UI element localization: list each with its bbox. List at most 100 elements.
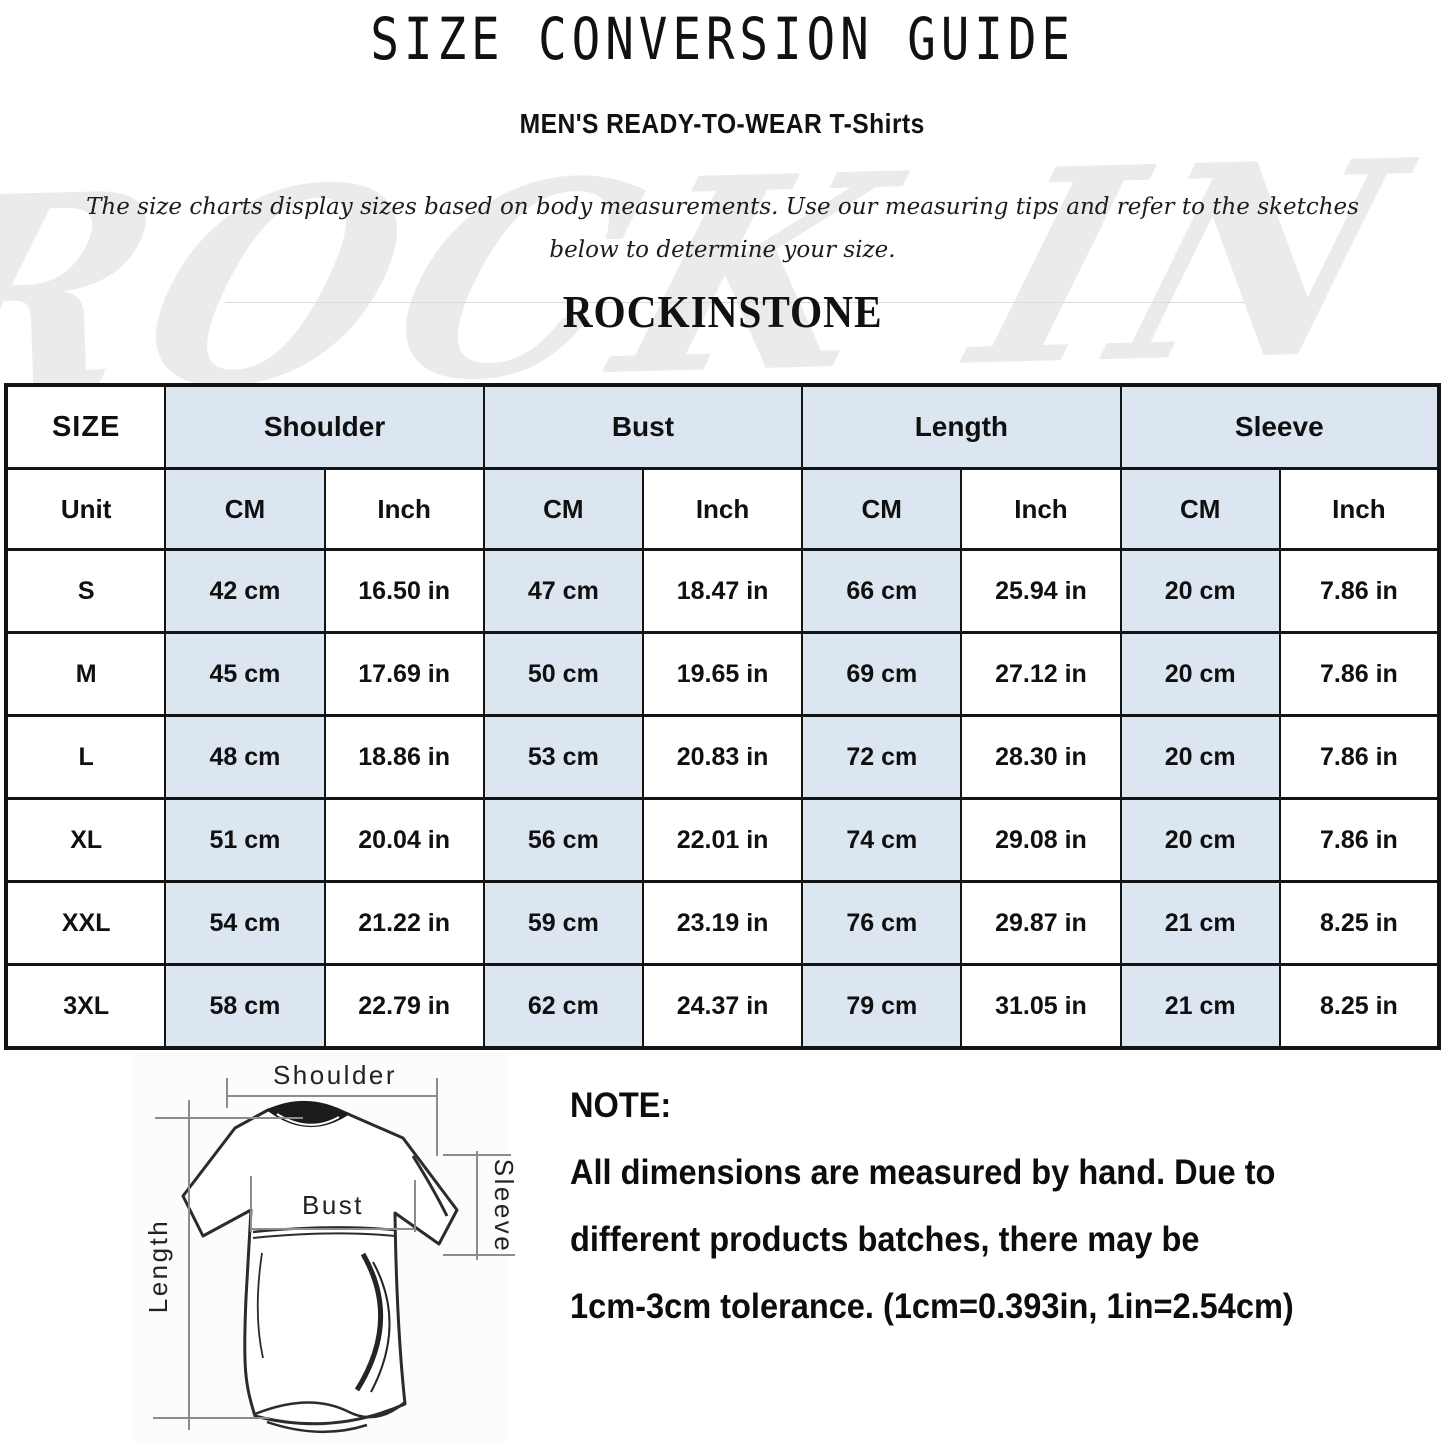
shoulder-inch-value: 16.50 in bbox=[323, 548, 485, 634]
shoulder-cm-value: 42 cm bbox=[164, 548, 326, 634]
note-line-2: different products batches, there may be bbox=[570, 1220, 1200, 1259]
table-row-xxl: XXL 54 cm 21.22 in 59 cm 23.19 in 76 cm … bbox=[4, 880, 1441, 966]
note-block: NOTE: All dimensions are measured by han… bbox=[570, 1072, 1390, 1340]
size-label: M bbox=[4, 631, 167, 717]
table-row-l: L 48 cm 18.86 in 53 cm 20.83 in 72 cm 28… bbox=[4, 714, 1441, 800]
sleeve-cm-value: 20 cm bbox=[1119, 797, 1281, 883]
drape-wrinkle-2 bbox=[370, 1261, 391, 1393]
page-title-text: SIZE CONVERSION GUIDE bbox=[370, 5, 1075, 73]
size-label: XXL bbox=[4, 880, 167, 966]
length-inch-value: 28.30 in bbox=[960, 714, 1122, 800]
length-cm-value: 66 cm bbox=[801, 548, 963, 634]
bust-cm-value: 56 cm bbox=[482, 797, 644, 883]
table-unit-row: Unit CM Inch CM Inch CM Inch CM Inch bbox=[4, 467, 1441, 551]
length-cm-value: 76 cm bbox=[801, 880, 963, 966]
shoulder-cm-value: 45 cm bbox=[164, 631, 326, 717]
sleeve-cm-value: 21 cm bbox=[1119, 880, 1281, 966]
description-line-2: below to determine your size. bbox=[549, 237, 896, 263]
sleeve-inch-value: 8.25 in bbox=[1278, 963, 1441, 1050]
table-group-header-row: SIZE Shoulder Bust Length Sleeve bbox=[4, 383, 1441, 470]
group-header-length: Length bbox=[801, 383, 1122, 470]
table-row-3xl: 3XL 58 cm 22.79 in 62 cm 24.37 in 79 cm … bbox=[4, 963, 1441, 1050]
length-inch-value: 29.87 in bbox=[960, 880, 1122, 966]
table-row-xl: XL 51 cm 20.04 in 56 cm 22.01 in 74 cm 2… bbox=[4, 797, 1441, 883]
length-dimension-label: Length bbox=[143, 1219, 173, 1314]
sleeve-inch-value: 7.86 in bbox=[1278, 548, 1441, 634]
length-inch-value: 25.94 in bbox=[960, 548, 1122, 634]
bust-inch-value: 22.01 in bbox=[641, 797, 804, 883]
shoulder-cm-value: 51 cm bbox=[164, 797, 326, 883]
sleeve-inch-value: 7.86 in bbox=[1278, 797, 1441, 883]
length-inch-value: 31.05 in bbox=[960, 963, 1122, 1050]
bust-inch-value: 20.83 in bbox=[641, 714, 804, 800]
sleeve-dimension-label: Sleeve bbox=[489, 1159, 519, 1254]
length-cm-value: 69 cm bbox=[801, 631, 963, 717]
bust-inch-value: 24.37 in bbox=[641, 963, 804, 1050]
size-label: XL bbox=[4, 797, 167, 883]
page-title: SIZE CONVERSION GUIDE bbox=[0, 8, 1445, 70]
shoulder-dimension-label: Shoulder bbox=[273, 1060, 397, 1090]
unit-sleeve-inch: Inch bbox=[1278, 467, 1441, 551]
bust-dimension-label: Bust bbox=[302, 1190, 364, 1220]
bust-cm-value: 59 cm bbox=[482, 880, 644, 966]
brand-name: ROCKINSTONE bbox=[0, 288, 1445, 336]
measurement-lines bbox=[153, 1078, 515, 1430]
length-cm-value: 79 cm bbox=[801, 963, 963, 1050]
sleeve-cm-value: 21 cm bbox=[1119, 963, 1281, 1050]
bust-cm-value: 62 cm bbox=[482, 963, 644, 1050]
size-label: S bbox=[4, 548, 167, 634]
unit-length-cm: CM bbox=[801, 467, 963, 551]
size-corner-header: SIZE bbox=[4, 383, 167, 470]
size-label: 3XL bbox=[4, 963, 167, 1050]
shoulder-cm-value: 54 cm bbox=[164, 880, 326, 966]
unit-bust-cm: CM bbox=[482, 467, 644, 551]
length-cm-value: 74 cm bbox=[801, 797, 963, 883]
sleeve-inch-value: 7.86 in bbox=[1278, 714, 1441, 800]
note-line-3: 1cm-3cm tolerance. (1cm=0.393in, 1in=2.5… bbox=[570, 1287, 1294, 1326]
sleeve-fold bbox=[411, 1155, 449, 1217]
shoulder-inch-value: 18.86 in bbox=[323, 714, 485, 800]
sleeve-cm-value: 20 cm bbox=[1119, 631, 1281, 717]
unit-sleeve-cm: CM bbox=[1119, 467, 1281, 551]
bust-inch-value: 19.65 in bbox=[641, 631, 804, 717]
bust-inch-value: 18.47 in bbox=[641, 548, 804, 634]
note-line-1: All dimensions are measured by hand. Due… bbox=[570, 1153, 1276, 1192]
shoulder-inch-value: 21.22 in bbox=[323, 880, 485, 966]
side-wrinkle bbox=[256, 1252, 264, 1359]
group-header-sleeve: Sleeve bbox=[1119, 383, 1441, 470]
shoulder-inch-value: 17.69 in bbox=[323, 631, 485, 717]
note-heading: NOTE: bbox=[570, 1086, 672, 1125]
hem-fold-3 bbox=[266, 1420, 368, 1434]
bust-cm-value: 50 cm bbox=[482, 631, 644, 717]
length-inch-value: 27.12 in bbox=[960, 631, 1122, 717]
hem-fold-2 bbox=[348, 1401, 406, 1419]
unit-length-inch: Inch bbox=[960, 467, 1122, 551]
size-label: L bbox=[4, 714, 167, 800]
description: The size charts display sizes based on b… bbox=[0, 186, 1445, 272]
page-subtitle-text: MEN'S READY-TO-WEAR T-Shirts bbox=[519, 108, 926, 139]
group-header-shoulder: Shoulder bbox=[164, 383, 485, 470]
table-row-m: M 45 cm 17.69 in 50 cm 19.65 in 69 cm 27… bbox=[4, 631, 1441, 717]
length-cm-value: 72 cm bbox=[801, 714, 963, 800]
group-header-bust: Bust bbox=[482, 383, 804, 470]
bust-inch-value: 23.19 in bbox=[641, 880, 804, 966]
table-row-s: S 42 cm 16.50 in 47 cm 18.47 in 66 cm 25… bbox=[4, 548, 1441, 634]
sleeve-cm-value: 20 cm bbox=[1119, 714, 1281, 800]
sleeve-cm-value: 20 cm bbox=[1119, 548, 1281, 634]
page-subtitle: MEN'S READY-TO-WEAR T-Shirts bbox=[0, 108, 1445, 140]
shoulder-inch-value: 20.04 in bbox=[323, 797, 485, 883]
chest-seam-line-2 bbox=[252, 1232, 396, 1239]
size-table: SIZE Shoulder Bust Length Sleeve Unit CM… bbox=[4, 383, 1441, 1050]
shoulder-inch-value: 22.79 in bbox=[323, 963, 485, 1050]
description-line-1: The size charts display sizes based on b… bbox=[86, 194, 1359, 220]
hem-fold-1 bbox=[254, 1401, 350, 1416]
tshirt-sketch: Shoulder Bust Length Sleeve bbox=[133, 1052, 519, 1442]
brand-name-text: ROCKINSTONE bbox=[562, 286, 883, 337]
shoulder-cm-value: 58 cm bbox=[164, 963, 326, 1050]
bust-cm-value: 47 cm bbox=[482, 548, 644, 634]
divider-line bbox=[225, 302, 1245, 303]
unit-bust-inch: Inch bbox=[641, 467, 804, 551]
shoulder-cm-value: 48 cm bbox=[164, 714, 326, 800]
sleeve-inch-value: 7.86 in bbox=[1278, 631, 1441, 717]
drape-wrinkle bbox=[354, 1252, 384, 1392]
